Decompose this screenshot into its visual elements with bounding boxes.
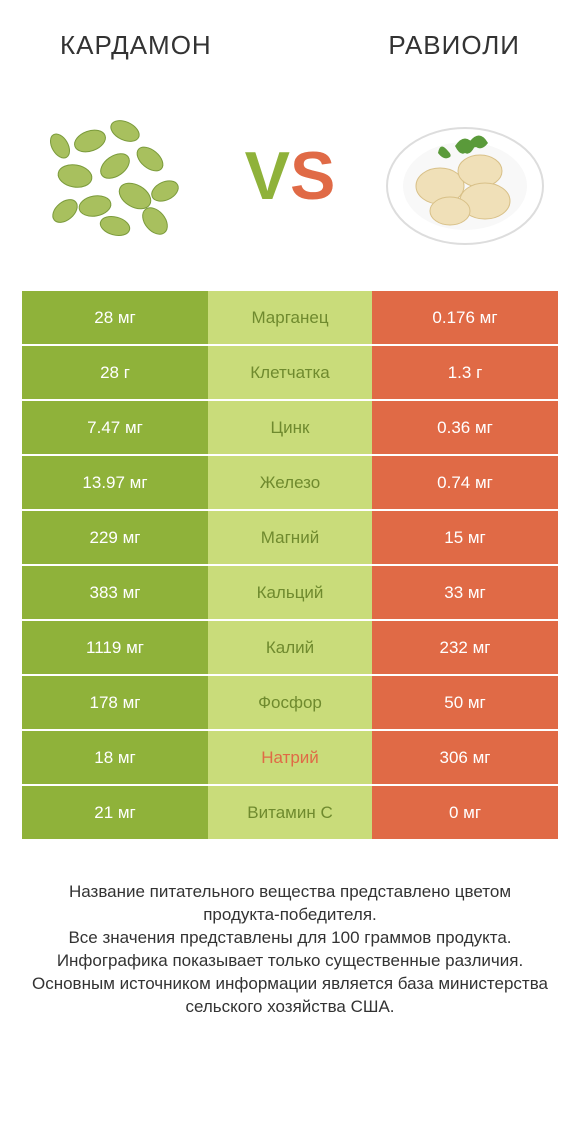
nutrient-row: 178 мгФосфор50 мг [22, 676, 558, 729]
nutrient-row: 383 мгКальций33 мг [22, 566, 558, 619]
nutrient-name: Железо [208, 456, 372, 509]
footer-note: Название питательного вещества представл… [0, 841, 580, 1019]
right-value: 232 мг [372, 621, 558, 674]
vs-s: S [290, 138, 335, 214]
nutrient-row: 28 мгМарганец0.176 мг [22, 291, 558, 344]
header: КАРДАМОН РАВИОЛИ [0, 0, 580, 71]
nutrient-name: Кальций [208, 566, 372, 619]
ravioli-image [380, 91, 550, 261]
right-value: 33 мг [372, 566, 558, 619]
nutrient-row: 13.97 мгЖелезо0.74 мг [22, 456, 558, 509]
right-product-title: РАВИОЛИ [388, 30, 520, 61]
left-value: 28 мг [22, 291, 208, 344]
right-value: 0 мг [372, 786, 558, 839]
nutrient-row: 7.47 мгЦинк0.36 мг [22, 401, 558, 454]
left-value: 178 мг [22, 676, 208, 729]
nutrient-row: 21 мгВитамин C0 мг [22, 786, 558, 839]
right-value: 50 мг [372, 676, 558, 729]
right-value: 306 мг [372, 731, 558, 784]
footer-line: Название питательного вещества представл… [30, 881, 550, 927]
nutrient-name: Цинк [208, 401, 372, 454]
left-value: 18 мг [22, 731, 208, 784]
nutrient-row: 229 мгМагний15 мг [22, 511, 558, 564]
left-value: 28 г [22, 346, 208, 399]
left-value: 21 мг [22, 786, 208, 839]
right-value: 1.3 г [372, 346, 558, 399]
left-value: 7.47 мг [22, 401, 208, 454]
nutrient-row: 1119 мгКалий232 мг [22, 621, 558, 674]
right-value: 0.74 мг [372, 456, 558, 509]
left-value: 1119 мг [22, 621, 208, 674]
footer-line: Основным источником информации является … [30, 973, 550, 1019]
nutrient-name: Марганец [208, 291, 372, 344]
nutrient-name: Фосфор [208, 676, 372, 729]
footer-line: Все значения представлены для 100 граммо… [30, 927, 550, 950]
right-value: 15 мг [372, 511, 558, 564]
nutrient-name: Магний [208, 511, 372, 564]
nutrient-row: 28 гКлетчатка1.3 г [22, 346, 558, 399]
vs-v: V [245, 138, 290, 214]
vs-label: VS [245, 142, 336, 210]
nutrient-row: 18 мгНатрий306 мг [22, 731, 558, 784]
images-row: VS [0, 71, 580, 291]
nutrient-table: 28 мгМарганец0.176 мг28 гКлетчатка1.3 г7… [0, 291, 580, 839]
left-value: 229 мг [22, 511, 208, 564]
left-value: 383 мг [22, 566, 208, 619]
footer-line: Инфографика показывает только существенн… [30, 950, 550, 973]
nutrient-name: Клетчатка [208, 346, 372, 399]
nutrient-name: Натрий [208, 731, 372, 784]
left-product-title: КАРДАМОН [60, 30, 212, 61]
right-value: 0.176 мг [372, 291, 558, 344]
cardamom-image [30, 91, 200, 261]
left-value: 13.97 мг [22, 456, 208, 509]
nutrient-name: Витамин C [208, 786, 372, 839]
right-value: 0.36 мг [372, 401, 558, 454]
nutrient-name: Калий [208, 621, 372, 674]
